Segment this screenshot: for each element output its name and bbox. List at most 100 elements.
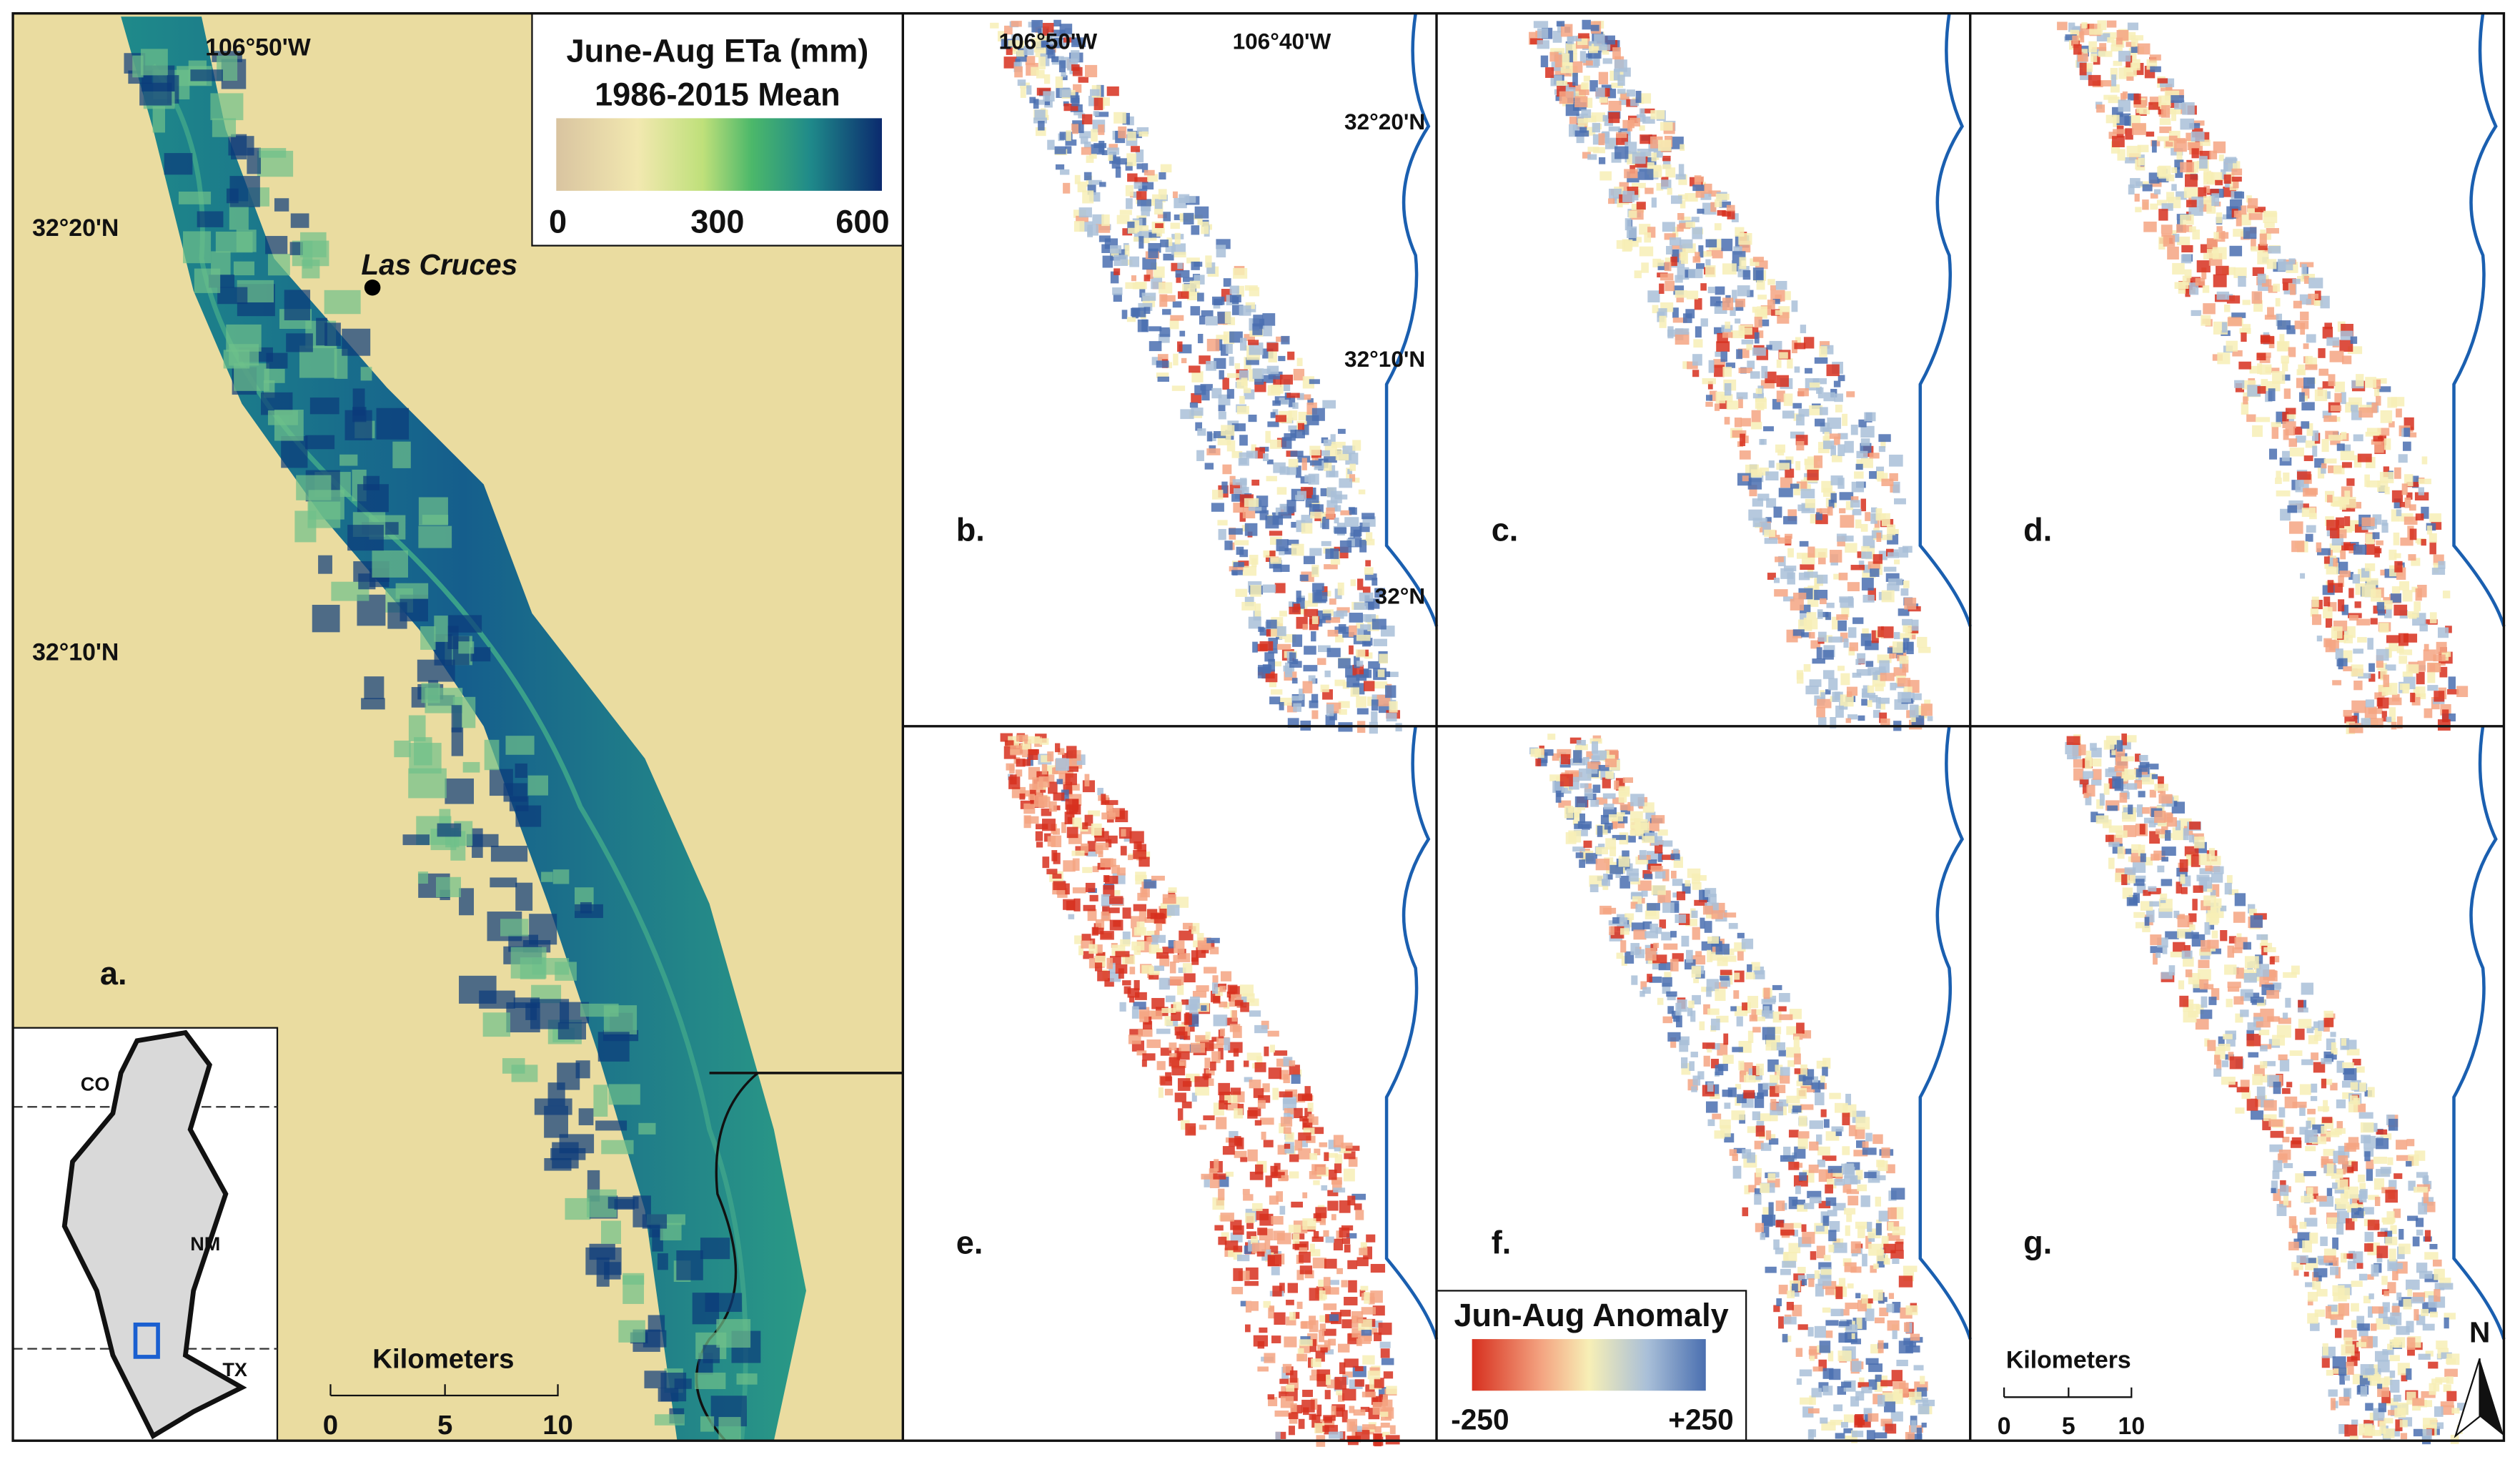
field	[1710, 1018, 1720, 1031]
field	[1243, 1060, 1249, 1067]
field	[2285, 408, 2296, 415]
field	[1572, 72, 1578, 86]
field	[1880, 1380, 1893, 1387]
field	[1757, 1113, 1771, 1122]
field	[1253, 1335, 1269, 1347]
field	[1794, 342, 1806, 350]
field	[1800, 1064, 1807, 1077]
field	[1156, 952, 1169, 959]
field	[1245, 1212, 1256, 1223]
field	[2226, 999, 2233, 1007]
field	[1175, 270, 1190, 278]
field	[2216, 212, 2223, 224]
field	[1664, 262, 1672, 272]
field	[1046, 43, 1054, 55]
field	[1820, 508, 1830, 514]
field	[1725, 362, 1736, 368]
field	[2231, 177, 2242, 182]
field	[1347, 1260, 1358, 1270]
field	[2391, 490, 2403, 503]
field	[2213, 274, 2227, 287]
field	[1265, 1175, 1272, 1187]
field	[1892, 1258, 1900, 1264]
field	[1272, 1285, 1282, 1297]
field	[1734, 418, 1742, 428]
field	[1205, 316, 1218, 326]
field	[2242, 300, 2251, 305]
field	[1823, 1119, 1830, 1128]
field	[2341, 462, 2352, 468]
field	[1601, 132, 1610, 138]
field	[1742, 435, 1749, 443]
field	[1664, 233, 1676, 240]
field	[1720, 1125, 1731, 1137]
field	[347, 525, 384, 551]
field	[1122, 907, 1131, 919]
field	[1662, 1016, 1673, 1024]
field	[1338, 658, 1351, 668]
field	[1299, 394, 1311, 400]
field	[1020, 87, 1026, 98]
field	[2399, 581, 2410, 591]
field	[1715, 286, 1725, 295]
field	[2348, 615, 2358, 621]
field	[1811, 1388, 1822, 1398]
field	[1369, 721, 1378, 734]
field	[2125, 157, 2137, 164]
field	[1782, 410, 1795, 419]
field	[1228, 1246, 1235, 1258]
field	[1346, 675, 1360, 688]
field	[2133, 93, 2141, 104]
field	[2266, 367, 2280, 373]
field	[2201, 315, 2211, 326]
field	[1098, 235, 1111, 242]
field	[2181, 254, 2192, 264]
field	[1214, 431, 1226, 438]
field	[2358, 673, 2371, 679]
field	[2221, 169, 2226, 179]
field	[1693, 339, 1703, 348]
field	[2282, 450, 2290, 462]
field	[1048, 801, 1057, 812]
field	[2376, 602, 2385, 611]
field	[1222, 377, 1229, 390]
field	[1258, 1095, 1271, 1103]
field	[1659, 840, 1673, 847]
field	[1334, 1154, 1343, 1164]
field	[2303, 377, 2315, 389]
field	[1090, 89, 1100, 97]
field	[1108, 835, 1118, 844]
field	[1304, 1107, 1312, 1118]
field	[1259, 627, 1270, 636]
field	[1844, 440, 1854, 453]
field	[1893, 481, 1900, 493]
field	[1801, 1224, 1807, 1233]
field	[2130, 35, 2144, 41]
field	[1614, 59, 1627, 72]
field	[1136, 1050, 1147, 1056]
field	[1108, 144, 1118, 151]
field	[1127, 988, 1140, 998]
field	[2418, 478, 2431, 485]
field	[1845, 543, 1857, 553]
field	[1627, 187, 1639, 195]
field	[2139, 107, 2151, 114]
field	[1269, 439, 1281, 449]
field	[1543, 749, 1554, 756]
field	[1874, 1432, 1887, 1439]
field	[2265, 366, 2272, 372]
field	[1823, 392, 1835, 402]
field	[1817, 609, 1823, 619]
field	[1142, 1053, 1156, 1061]
field	[1808, 1278, 1815, 1288]
field	[1629, 830, 1640, 836]
field	[1802, 1077, 1813, 1086]
field	[1754, 1140, 1764, 1150]
field	[1147, 174, 1159, 182]
field	[1752, 392, 1764, 399]
field	[2257, 363, 2263, 375]
field	[2135, 207, 2142, 212]
field	[1102, 255, 1113, 268]
field	[2241, 205, 2247, 215]
field	[1148, 1010, 1163, 1019]
